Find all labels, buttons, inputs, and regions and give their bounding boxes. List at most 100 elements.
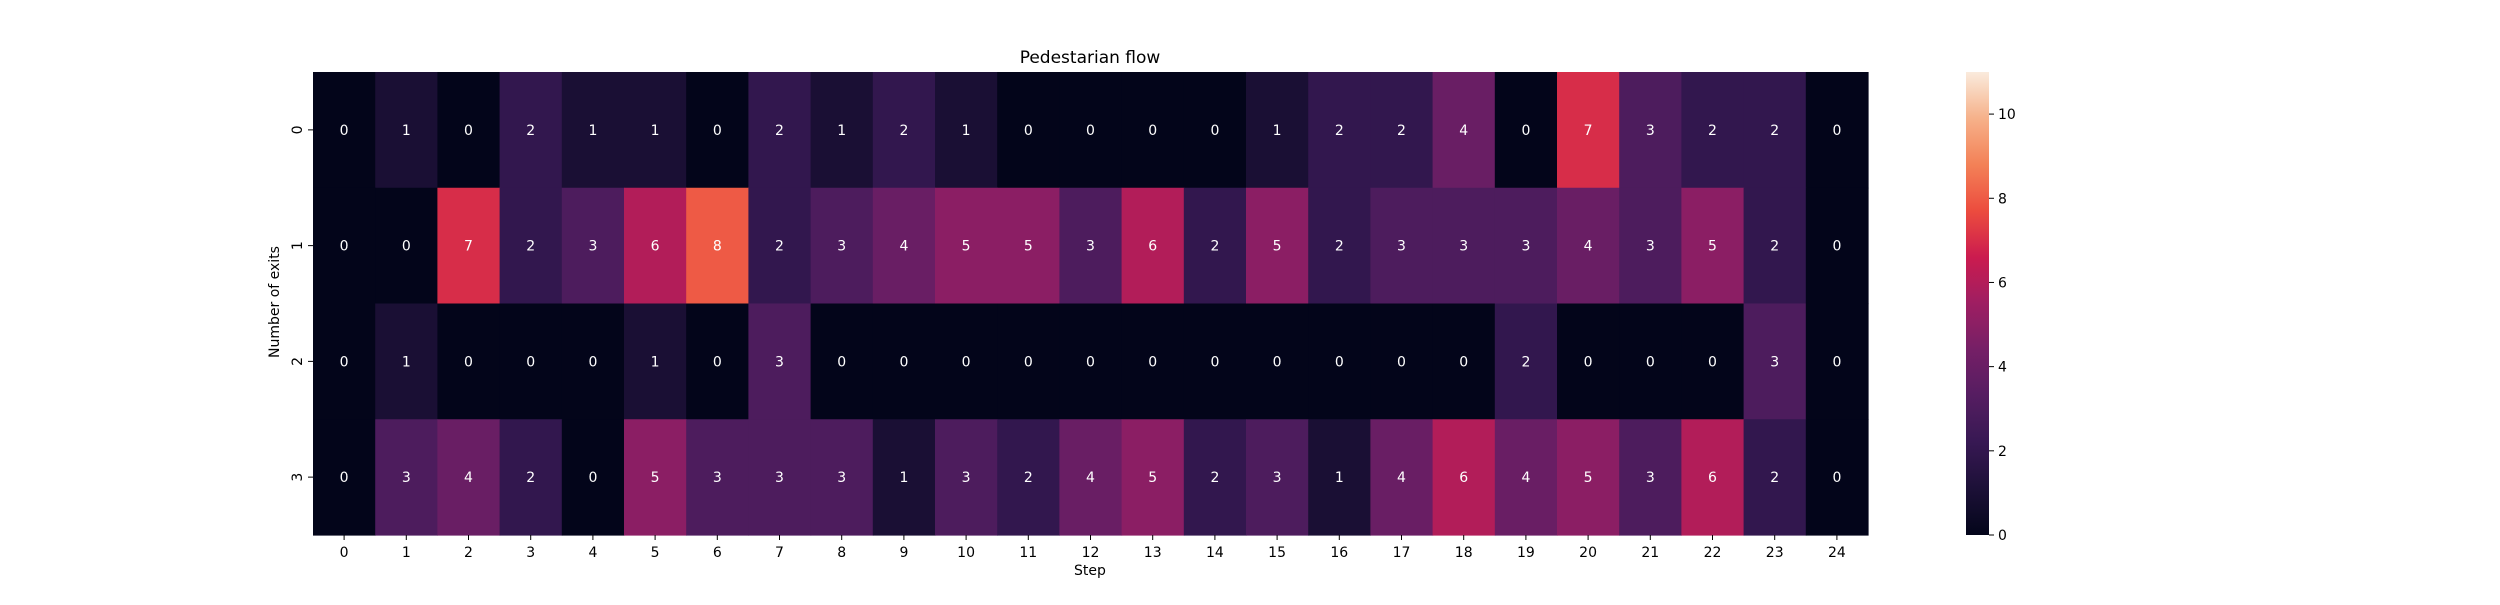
x-tick-label: 20 xyxy=(1579,545,1597,561)
heatmap-cell xyxy=(499,72,563,189)
cell-annotation: 0 xyxy=(1024,354,1033,370)
heatmap-cell xyxy=(1370,187,1434,305)
cell-annotation: 0 xyxy=(1397,354,1406,370)
cell-annotation: 2 xyxy=(526,123,535,139)
cell-annotation: 3 xyxy=(837,470,846,486)
cell-annotation: 5 xyxy=(1584,470,1593,486)
cell-annotation: 0 xyxy=(1148,123,1157,139)
cell-annotations: 0 1 0 2 1 1 0 2 1 2 1 0 0 0 0 1 2 2 4 0 7 3 2 2 0 0 0 7 2 3 6 8 2 3 4 5 5 3 6 2… xyxy=(340,123,1842,486)
x-tick-label: 4 xyxy=(588,545,597,561)
heatmap-cell xyxy=(624,303,687,420)
heatmap-cells xyxy=(313,72,1869,536)
heatmap-cell xyxy=(1681,303,1745,420)
heatmap-cell xyxy=(1308,72,1371,189)
cell-annotation: 0 xyxy=(1273,354,1282,370)
heatmap-cell xyxy=(1121,187,1185,305)
cell-annotation: 0 xyxy=(713,354,722,370)
cell-annotation: 3 xyxy=(1521,239,1530,255)
cell-annotation: 5 xyxy=(1273,239,1282,255)
heatmap-cell xyxy=(1743,419,1807,536)
cell-annotation: 3 xyxy=(402,470,411,486)
cell-annotation: 0 xyxy=(1521,123,1530,139)
x-tick-label: 8 xyxy=(837,545,846,561)
heatmap-cell xyxy=(1370,419,1434,536)
cell-annotation: 8 xyxy=(713,239,722,255)
cell-annotation: 0 xyxy=(1148,354,1157,370)
cell-annotation: 4 xyxy=(1521,470,1530,486)
cell-annotation: 0 xyxy=(588,354,597,370)
cell-annotation: 4 xyxy=(1584,239,1593,255)
x-tick-label: 24 xyxy=(1828,545,1846,561)
heatmap-cell xyxy=(872,187,936,305)
cell-annotation: 7 xyxy=(1584,123,1593,139)
cell-annotation: 7 xyxy=(464,239,473,255)
colorbar-tick-label: 0 xyxy=(1998,528,2007,544)
cell-annotation: 0 xyxy=(1210,354,1219,370)
heatmap-cell xyxy=(437,72,501,189)
cell-annotation: 3 xyxy=(713,470,722,486)
cell-annotation: 2 xyxy=(899,123,908,139)
heatmap-cell xyxy=(1743,303,1807,420)
heatmap-cell xyxy=(935,419,998,536)
cell-annotation: 3 xyxy=(837,239,846,255)
cell-annotation: 0 xyxy=(340,354,349,370)
cell-annotation: 2 xyxy=(1024,470,1033,486)
heatmap-cell xyxy=(1619,72,1682,189)
y-axis: 0 1 2 3 xyxy=(290,125,313,482)
cell-annotation: 6 xyxy=(1708,470,1717,486)
cell-annotation: 3 xyxy=(1086,239,1095,255)
cell-annotation: 2 xyxy=(775,239,784,255)
x-tick-label: 1 xyxy=(402,545,411,561)
x-tick-label: 14 xyxy=(1206,545,1224,561)
cell-annotation: 0 xyxy=(713,123,722,139)
cell-annotation: 3 xyxy=(775,354,784,370)
x-axis-label: Step xyxy=(1074,563,1106,579)
cell-annotation: 2 xyxy=(526,470,535,486)
cell-annotation: 2 xyxy=(526,239,535,255)
heatmap-cell xyxy=(1121,72,1185,189)
heatmap-cell xyxy=(748,303,812,420)
cell-annotation: 2 xyxy=(1770,239,1779,255)
cell-annotation: 1 xyxy=(1335,470,1344,486)
x-tick-label: 2 xyxy=(464,545,473,561)
heatmap-cell xyxy=(1059,72,1123,189)
heatmap-cell xyxy=(499,303,563,420)
heatmap-cell xyxy=(686,72,749,189)
cell-annotation: 1 xyxy=(899,470,908,486)
heatmap-cell xyxy=(748,187,812,305)
cell-annotation: 1 xyxy=(1273,123,1282,139)
heatmap-cell xyxy=(1059,303,1123,420)
heatmap-cell xyxy=(1308,303,1371,420)
colorbar-tick-label: 6 xyxy=(1998,275,2007,291)
chart-title: Pedestarian flow xyxy=(1020,48,1161,68)
heatmap-cell xyxy=(375,187,438,305)
heatmap-cell xyxy=(1619,419,1682,536)
cell-annotation: 2 xyxy=(1335,123,1344,139)
heatmap-cell xyxy=(437,419,501,536)
heatmap-cell xyxy=(375,72,438,189)
x-tick-label: 7 xyxy=(775,545,784,561)
heatmap-cell xyxy=(872,72,936,189)
cell-annotation: 5 xyxy=(1024,239,1033,255)
heatmap-cell xyxy=(1743,72,1807,189)
heatmap-cell xyxy=(1557,303,1620,420)
x-tick-label: 11 xyxy=(1019,545,1037,561)
heatmap-cell xyxy=(872,303,936,420)
heatmap-cell xyxy=(935,303,998,420)
heatmap-cell xyxy=(1432,303,1496,420)
cell-annotation: 3 xyxy=(1397,239,1406,255)
cell-annotation: 1 xyxy=(962,123,971,139)
colorbar: 0 2 4 6 8 10 xyxy=(1966,72,2016,544)
heatmap-cell xyxy=(375,303,438,420)
y-tick-label: 1 xyxy=(290,241,306,250)
heatmap-cell xyxy=(1681,72,1745,189)
cell-annotation: 3 xyxy=(1646,123,1655,139)
heatmap-cell xyxy=(1121,419,1185,536)
colorbar-tick-label: 10 xyxy=(1998,107,2016,123)
cell-annotation: 0 xyxy=(1584,354,1593,370)
heatmap-cell xyxy=(1494,187,1558,305)
cell-annotation: 1 xyxy=(402,354,411,370)
heatmap-cell xyxy=(1246,303,1309,420)
heatmap-cell xyxy=(624,72,687,189)
